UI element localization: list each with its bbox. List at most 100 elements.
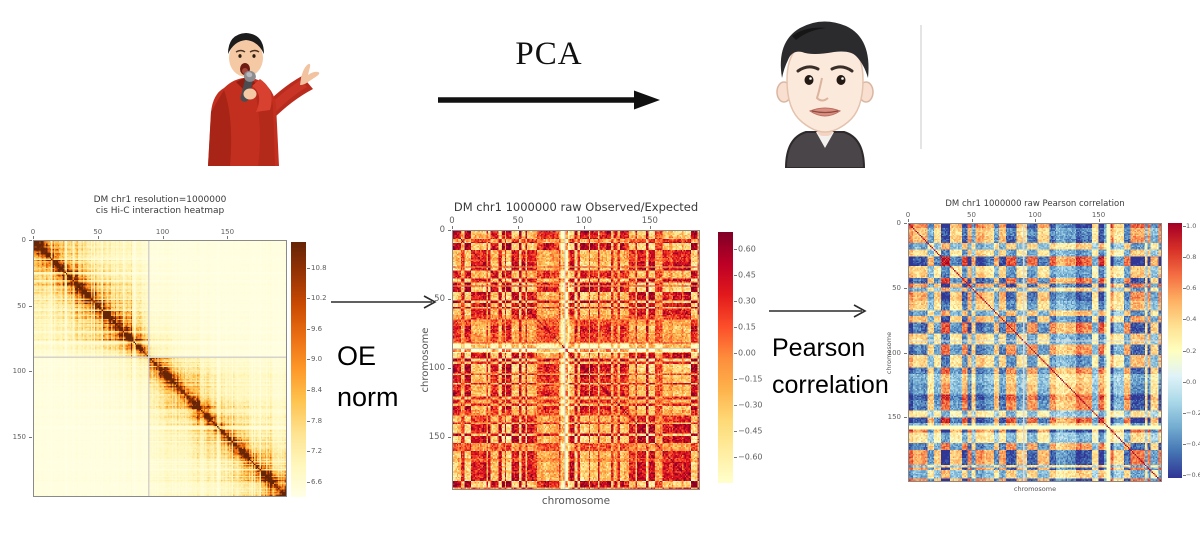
x-tick-label: 50 [512, 216, 524, 226]
colorbar-tick-mark [307, 328, 310, 330]
colorbar-tick-mark [734, 405, 737, 407]
y-tick-mark [448, 230, 451, 231]
oe-norm-label-line2: norm [337, 382, 399, 412]
colorbar-tick-mark [734, 353, 737, 355]
oe-norm-label: OE norm [337, 336, 399, 418]
colorbar-tick-label: 7.2 [311, 447, 323, 456]
y-tick-mark [904, 352, 907, 354]
x-tick-label: 100 [575, 216, 593, 226]
colorbar-canvas [291, 242, 306, 497]
pearson-correlation-heatmap-figure: DM chr1 1000000 raw Pearson correlation … [885, 199, 1200, 493]
cis-hic-heatmap-figure: DM chr1 resolution=1000000 cis Hi-C inte… [13, 195, 327, 497]
heatmap-plot-area [452, 230, 700, 490]
x-tick-mark [1098, 219, 1100, 222]
x-tick-mark [162, 236, 164, 239]
heatmap-plot-area [908, 223, 1162, 482]
colorbar-tick-mark [734, 301, 737, 303]
colorbar-tick-label: 0.2 [1186, 346, 1197, 355]
x-tick-mark [583, 226, 585, 229]
colorbar-tick-mark [307, 359, 310, 361]
colorbar-tick-label: 0.0 [1186, 377, 1197, 386]
colorbar-tick-label: 0.60 [738, 244, 756, 254]
colorbar-tick-mark [734, 275, 737, 277]
plot-title: DM chr1 1000000 raw Observed/Expected [453, 200, 699, 214]
colorbar-tick-label: −0.4 [1186, 439, 1200, 448]
y-tick-label: 0 [439, 225, 445, 235]
oe-norm-arrow [331, 295, 437, 309]
colorbar-tick-label: 0.8 [1186, 253, 1197, 262]
y-tick-mark [29, 305, 32, 307]
x-tick-label: 0 [905, 211, 911, 219]
plot-title: DM chr1 resolution=1000000 cis Hi-C inte… [93, 195, 227, 217]
oe-norm-label-line1: OE [337, 341, 377, 371]
heatmap-canvas [34, 241, 286, 496]
x-tick-mark [1035, 219, 1036, 222]
y-tick-label: 50 [434, 294, 445, 305]
y-tick-label: 100 [428, 363, 445, 374]
colorbar-tick-label: 0.00 [738, 348, 756, 358]
x-tick-label: 50 [967, 211, 976, 219]
presenter-photo [208, 33, 320, 166]
colorbar-tick-mark [1183, 412, 1186, 414]
y-tick-label: 0 [896, 219, 901, 227]
colorbar-tick-mark [307, 481, 310, 483]
pca-label: PCA [515, 36, 583, 72]
colorbar-tick-mark [734, 457, 737, 459]
colorbar-tick-label: 0.6 [1186, 284, 1197, 293]
x-tick-label: 100 [1028, 211, 1042, 219]
colorbar-tick-label: 9.0 [311, 355, 323, 364]
colorbar-tick-label: 10.2 [311, 294, 327, 303]
observed-expected-heatmap-figure: DM chr1 1000000 raw Observed/Expected 0.… [420, 200, 763, 507]
x-tick-label: 150 [641, 216, 658, 226]
pearson-label-line1: Pearson [772, 334, 866, 362]
colorbar-tick-label: −0.30 [738, 400, 763, 410]
x-axis-label: chromosome [1013, 485, 1057, 493]
colorbar-tick-label: 0.15 [738, 322, 756, 332]
colorbar-tick-mark [734, 249, 737, 251]
y-axis-label: chromosome [420, 327, 431, 393]
y-tick-label: 150 [12, 432, 26, 441]
colorbar-canvas [718, 232, 733, 483]
y-tick-mark [29, 436, 32, 438]
x-tick-label: 150 [220, 228, 235, 236]
colorbar-tick-mark [307, 420, 310, 422]
y-tick-mark [29, 240, 32, 241]
x-tick-mark [452, 226, 453, 229]
colorbar-tick-label: −0.60 [738, 452, 763, 462]
y-tick-mark [448, 368, 451, 370]
heatmap-plot-area [33, 240, 287, 497]
colorbar-tick-label: −0.45 [738, 426, 763, 436]
colorbar-tick-mark [1183, 381, 1186, 383]
colorbar-tick-mark [307, 451, 310, 453]
y-tick-mark [904, 223, 907, 224]
colorbar-tick-mark [1183, 443, 1186, 445]
colorbar-tick-mark [1183, 319, 1186, 321]
pearson-correlation-arrow [769, 304, 867, 318]
colorbar-tick-mark [1183, 288, 1186, 290]
pearson-label-line2: correlation [772, 371, 889, 399]
colorbar-tick-mark [734, 379, 737, 381]
x-tick-mark [227, 236, 229, 239]
colorbar-tick-label: 6.6 [311, 477, 323, 486]
colorbar-tick-mark [1183, 474, 1186, 476]
colorbar-tick-mark [734, 327, 737, 329]
x-tick-mark [33, 236, 34, 239]
x-tick-label: 0 [30, 228, 36, 236]
colorbar-canvas [1168, 223, 1182, 478]
colorbar-tick-label: 0.30 [738, 296, 756, 306]
x-tick-label: 150 [1091, 211, 1106, 219]
y-tick-mark [448, 299, 451, 301]
colorbar-tick-label: −0.2 [1186, 408, 1200, 417]
x-tick-label: 100 [155, 228, 170, 236]
pca-arrow [438, 90, 660, 110]
colorbar: 10.8 10.2 9.6 9.0 8.4 7.8 7.2 6.6 [291, 242, 327, 497]
y-tick-label: 50 [17, 301, 26, 310]
heatmap-canvas [909, 224, 1161, 481]
colorbar-tick-mark [307, 298, 310, 300]
x-axis-label: chromosome [541, 495, 611, 507]
pearson-correlation-label: Pearson correlation [772, 330, 889, 404]
colorbar-tick-mark [307, 267, 310, 269]
colorbar-tick-mark [307, 389, 310, 391]
colorbar-tick-label: 8.4 [311, 385, 323, 394]
